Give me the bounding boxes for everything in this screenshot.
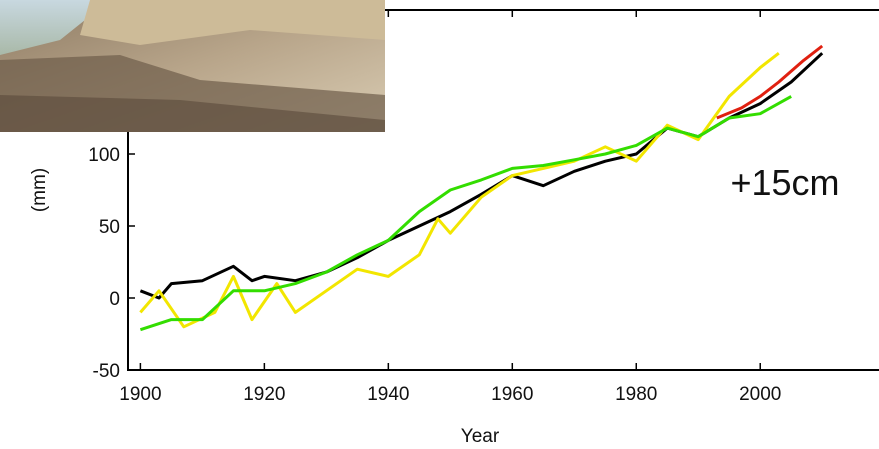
annotation: +15cm: [730, 162, 839, 203]
series-line: [716, 44, 824, 120]
x-tick-label: 1980: [615, 384, 657, 405]
series-line: [139, 52, 780, 329]
y-tick-label: -50: [93, 361, 120, 382]
x-tick-label: 2000: [739, 384, 781, 405]
x-tick-label: 1940: [367, 384, 409, 405]
y-tick-label: 50: [99, 217, 120, 238]
series-line: [139, 95, 792, 332]
y-tick-label: 0: [109, 289, 120, 310]
y-axis-label: (mm): [29, 168, 50, 212]
beach-photo: [0, 0, 385, 132]
x-tick-label: 1960: [491, 384, 533, 405]
x-tick-label: 1900: [119, 384, 161, 405]
plot-frame: [127, 9, 879, 371]
y-tick-label: 100: [88, 145, 120, 166]
x-axis-label: Year: [461, 426, 500, 444]
x-tick-label: 1920: [243, 384, 285, 405]
